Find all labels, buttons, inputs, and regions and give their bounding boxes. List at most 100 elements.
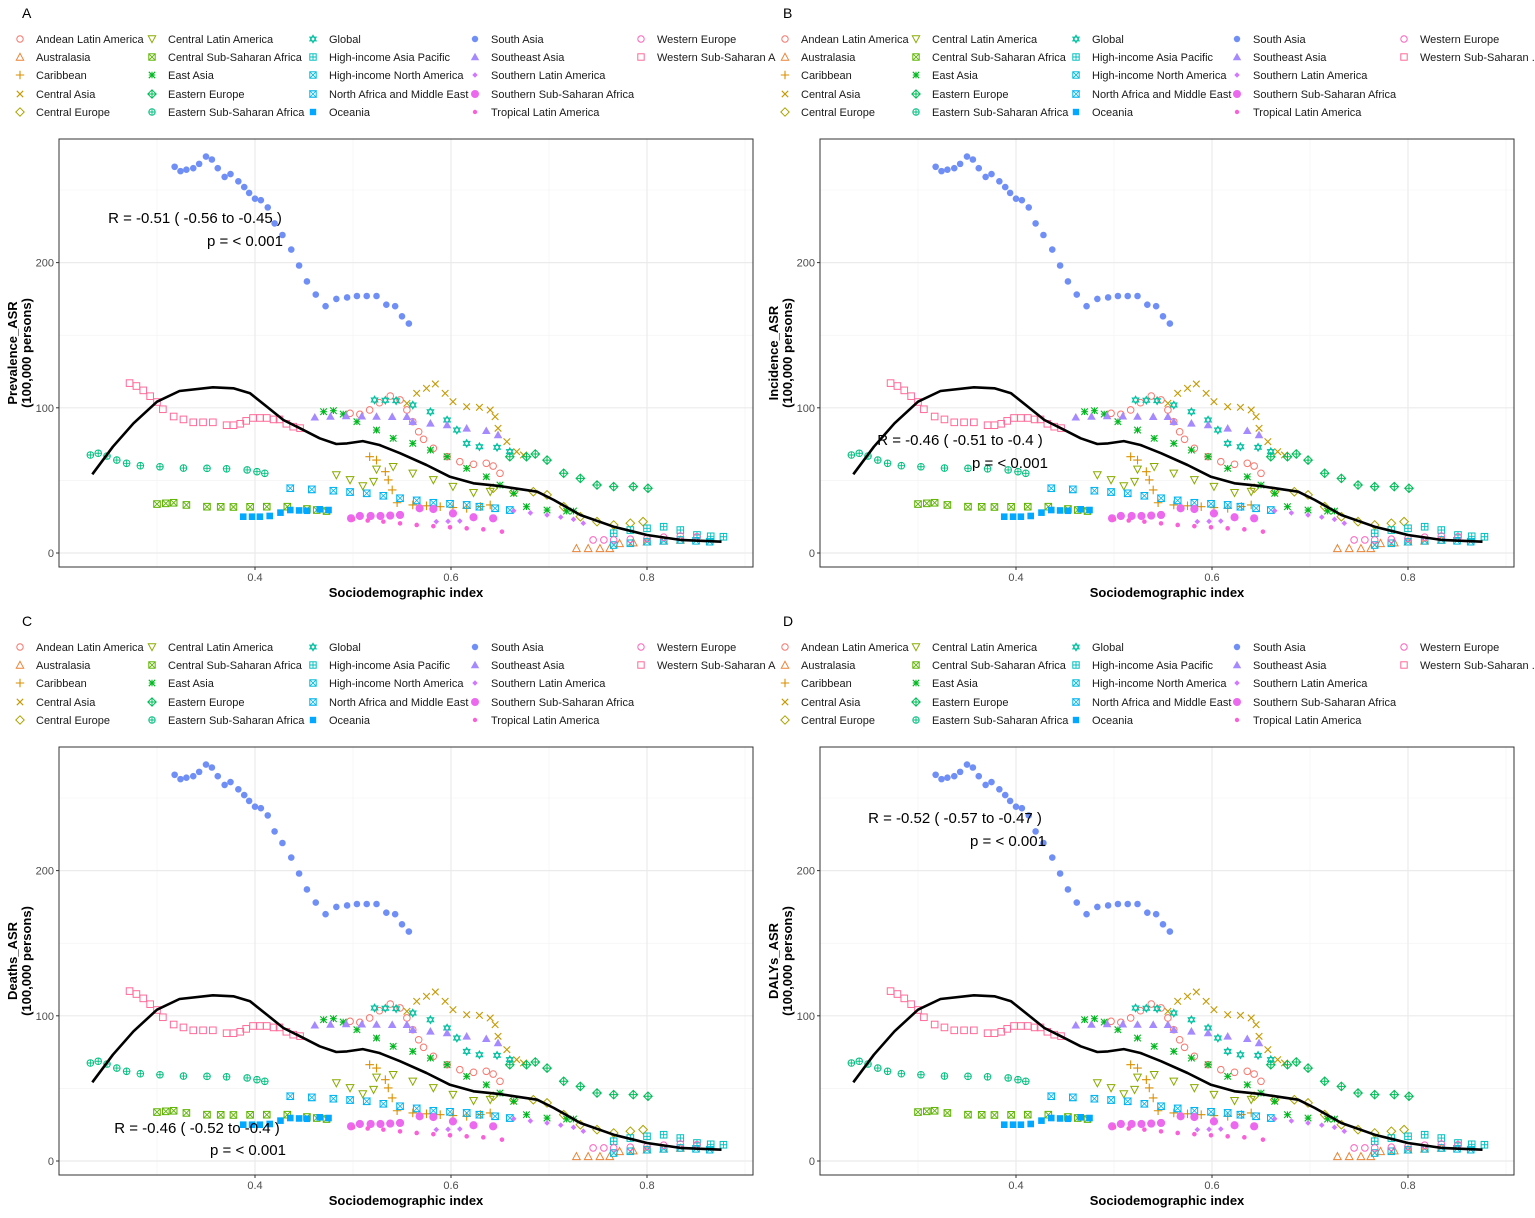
- legend-key-square-x-icon: [1072, 679, 1080, 687]
- legend-label: Andean Latin America: [36, 642, 145, 654]
- data-point-part: [331, 471, 341, 480]
- data-point: [996, 177, 1003, 185]
- data-point-part: [1064, 278, 1072, 285]
- data-point-part: [932, 163, 939, 171]
- data-point: [1124, 900, 1132, 908]
- data-point-part: [339, 1018, 347, 1026]
- data-point: [345, 488, 355, 496]
- data-point: [1206, 499, 1216, 508]
- data-point-part: [415, 1112, 424, 1121]
- data-point-part: [1187, 406, 1196, 417]
- data-point: [419, 1043, 428, 1052]
- y-tick-label: 100: [36, 1011, 54, 1023]
- data-point-part: [1183, 501, 1192, 511]
- data-point: [1012, 195, 1020, 203]
- data-point-part: [445, 518, 451, 525]
- data-point: [1305, 1120, 1311, 1126]
- data-point: [1206, 1107, 1216, 1116]
- data-point-part: [1389, 1089, 1400, 1100]
- data-point-part: [893, 990, 902, 998]
- data-point-part: [422, 384, 431, 393]
- data-point-part: [221, 173, 228, 181]
- data-point: [428, 1084, 438, 1093]
- legend-item: Western Sub-Saharan .: [1400, 52, 1535, 64]
- data-point-part: [1030, 415, 1039, 424]
- data-point-part: [426, 1054, 435, 1062]
- data-point-part: [1092, 1079, 1102, 1088]
- data-point: [381, 467, 390, 476]
- data-point-part: [203, 1111, 211, 1119]
- data-point-part: [248, 1121, 256, 1128]
- data-point-part: [1375, 538, 1386, 548]
- data-point: [1001, 183, 1009, 191]
- data-point: [1126, 1060, 1135, 1070]
- data-point-part: [493, 430, 503, 439]
- data-point: [316, 1113, 323, 1121]
- data-point: [296, 1032, 304, 1040]
- data-point-part: [180, 464, 187, 472]
- data-point: [462, 402, 471, 411]
- data-point: [1223, 1072, 1232, 1081]
- data-point: [448, 509, 458, 518]
- data-point: [1387, 1143, 1396, 1152]
- data-point: [493, 430, 503, 439]
- data-point: [1230, 460, 1239, 469]
- data-point-part: [482, 459, 491, 468]
- data-point-part: [920, 1013, 928, 1022]
- data-point: [350, 517, 356, 522]
- legend-key-diamond-plus-icon-part: [147, 697, 157, 707]
- data-point-part: [643, 1145, 651, 1154]
- legend-key-circle-open-icon-part: [16, 643, 24, 651]
- data-point-part: [600, 1144, 608, 1152]
- legend-label: Central Europe: [36, 107, 110, 119]
- data-point: [893, 382, 902, 390]
- data-point-part: [395, 494, 405, 502]
- data-point: [1104, 294, 1112, 301]
- series-north-africa-and-middle-east: [286, 1092, 515, 1122]
- legend-label: Australasia: [36, 52, 91, 64]
- data-point-part: [362, 489, 371, 498]
- legend-label: Australasia: [801, 52, 856, 64]
- series-southern-latin-america: [433, 507, 587, 527]
- plot-panel: [820, 139, 1514, 567]
- data-point-part: [505, 446, 514, 457]
- data-point: [489, 1070, 497, 1078]
- data-point: [296, 424, 304, 432]
- data-point-part: [1118, 1019, 1128, 1028]
- data-point: [1247, 406, 1255, 414]
- data-point-part: [1106, 1096, 1116, 1104]
- data-point: [1187, 419, 1196, 427]
- data-point: [1131, 1003, 1140, 1013]
- legend-key-plus-icon: [780, 678, 790, 688]
- data-point-part: [1387, 1143, 1396, 1152]
- legend-key-circle-open-icon-part: [781, 35, 789, 43]
- data-point: [595, 1151, 605, 1161]
- series-eastern-sub-saharan-africa: [847, 1057, 1030, 1086]
- data-point-part: [1370, 541, 1379, 549]
- legend-key-square-hourglass-icon: [1071, 90, 1081, 98]
- data-point: [1257, 469, 1265, 478]
- legend-item: High-income North America: [1072, 70, 1227, 82]
- data-point-part: [1387, 1147, 1396, 1156]
- data-point-part: [445, 500, 455, 508]
- data-point-part: [1133, 1034, 1142, 1042]
- legend-key-dot-small-icon: [472, 109, 478, 115]
- data-point-part: [153, 1108, 161, 1116]
- data-point-part: [443, 1061, 451, 1069]
- x-tick-label: 0.6: [1204, 572, 1219, 584]
- data-point-part: [1223, 1109, 1232, 1117]
- data-point-part: [1169, 400, 1178, 410]
- data-point: [1170, 439, 1178, 448]
- legend-label: Southern Sub-Saharan Africa: [1253, 697, 1397, 709]
- data-point: [445, 499, 455, 508]
- data-point: [214, 772, 222, 780]
- data-point: [982, 173, 989, 181]
- data-point-part: [580, 520, 587, 527]
- data-point-part: [996, 785, 1003, 793]
- data-point: [847, 1059, 856, 1067]
- data-point-part: [442, 420, 452, 429]
- series-tropical-latin-america: [350, 517, 505, 534]
- data-point-part: [1223, 1010, 1232, 1019]
- data-point: [208, 764, 216, 771]
- data-point-part: [428, 476, 438, 485]
